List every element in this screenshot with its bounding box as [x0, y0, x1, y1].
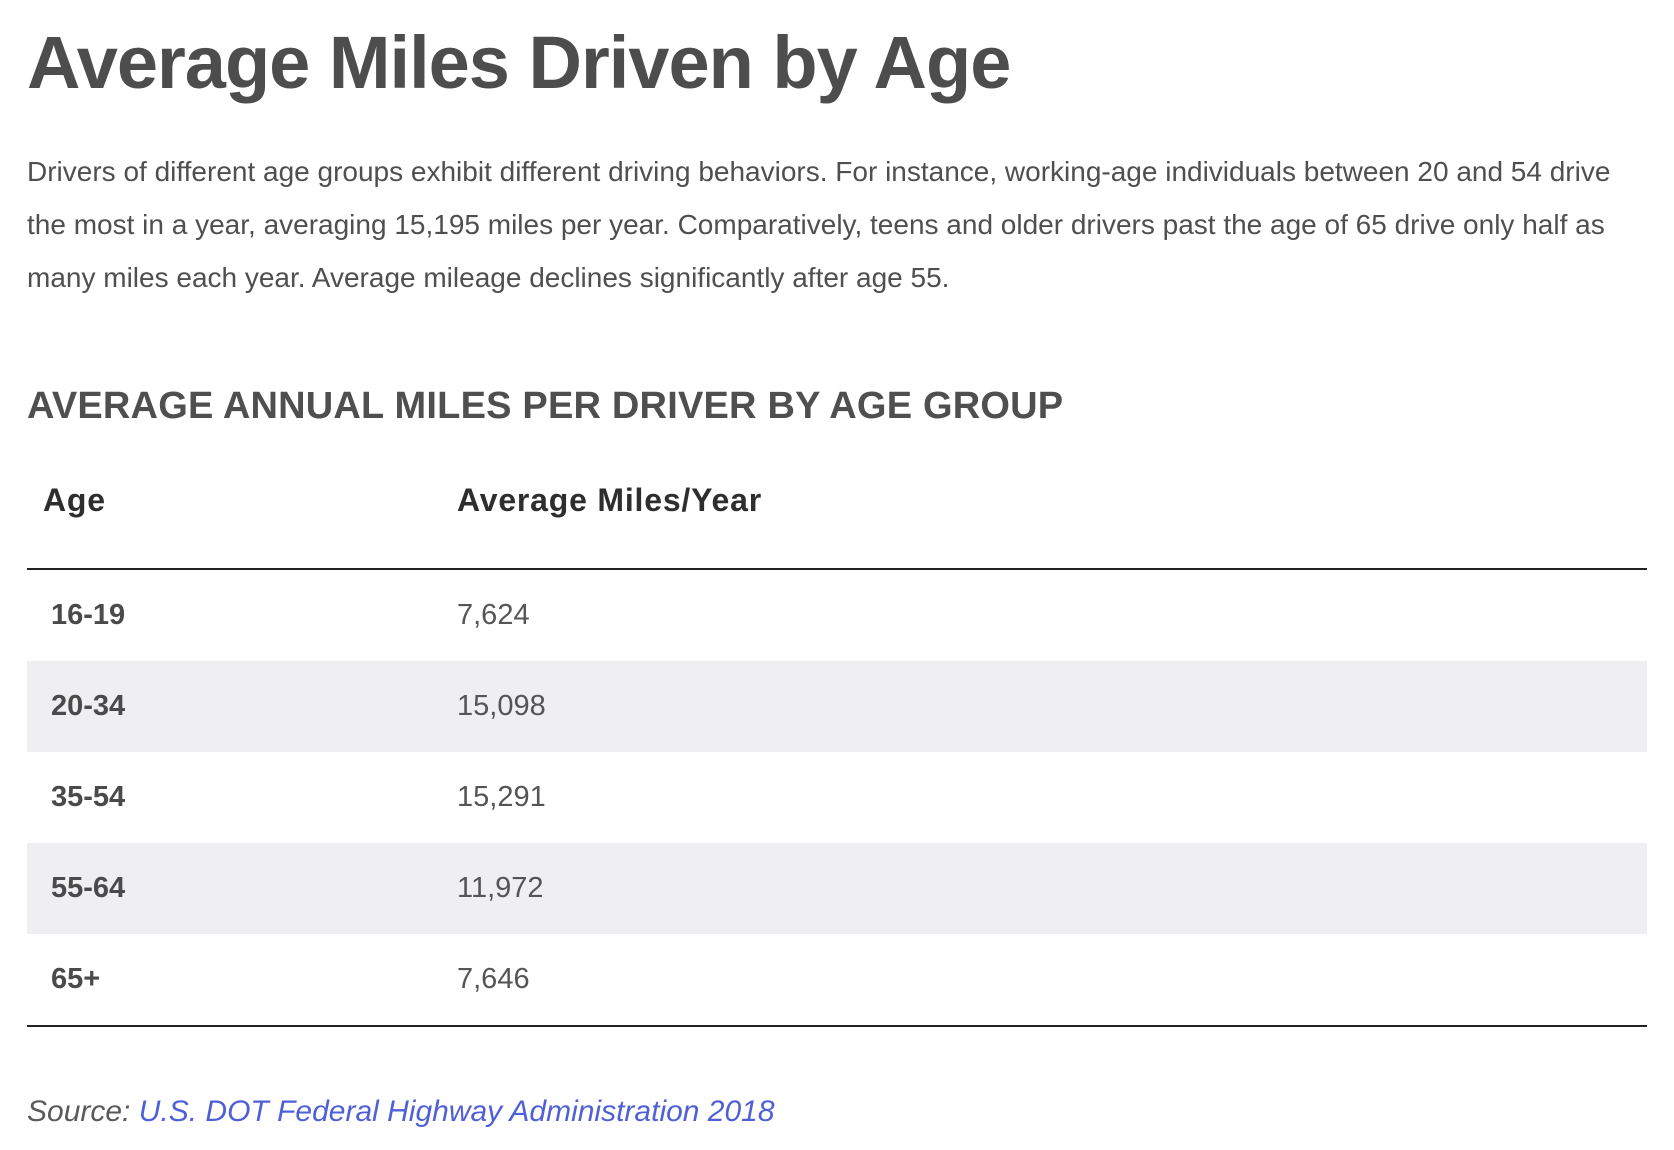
- age-cell: 16-19: [51, 599, 126, 631]
- table-body: 16-19 7,624 20-34 15,098 35-54 15,291 55…: [27, 569, 1647, 1027]
- table-row: 20-34 15,098: [27, 661, 1647, 752]
- page-title: Average Miles Driven by Age: [27, 21, 1011, 104]
- miles-cell: 7,624: [457, 599, 530, 631]
- age-cell: 35-54: [51, 781, 126, 813]
- table-header: Age Average Miles/Year: [27, 468, 1647, 570]
- age-cell: 65+: [27, 934, 457, 1027]
- table-row: 35-54 15,291: [27, 752, 1647, 843]
- miles-cell: 15,098: [457, 661, 1647, 752]
- table-row: 55-64 11,972: [27, 843, 1647, 934]
- source-note: Source: U.S. DOT Federal Highway Adminis…: [27, 1095, 775, 1129]
- table-row: 16-19 7,624: [27, 569, 1647, 661]
- miles-cell: 15,291: [457, 781, 546, 813]
- intro-paragraph: Drivers of different age groups exhibit …: [27, 156, 1611, 293]
- miles-table-container: Age Average Miles/Year 16-19 7,624 20-34…: [27, 468, 1647, 1027]
- miles-cell: 7,646: [457, 934, 1647, 1027]
- table-heading: AVERAGE ANNUAL MILES PER DRIVER BY AGE G…: [27, 385, 1064, 427]
- column-header-miles: Average Miles/Year: [457, 468, 1647, 570]
- miles-cell: 11,972: [457, 843, 1647, 934]
- miles-table: Age Average Miles/Year 16-19 7,624 20-34…: [27, 468, 1647, 1027]
- column-header-age: Age: [27, 468, 457, 570]
- table-row: 65+ 7,646: [27, 934, 1647, 1027]
- age-cell: 55-64: [27, 843, 457, 934]
- source-link[interactable]: U.S. DOT Federal Highway Administration …: [138, 1095, 775, 1128]
- table-header-row: Age Average Miles/Year: [27, 468, 1647, 570]
- source-label: Source:: [27, 1095, 131, 1128]
- age-cell: 20-34: [27, 661, 457, 752]
